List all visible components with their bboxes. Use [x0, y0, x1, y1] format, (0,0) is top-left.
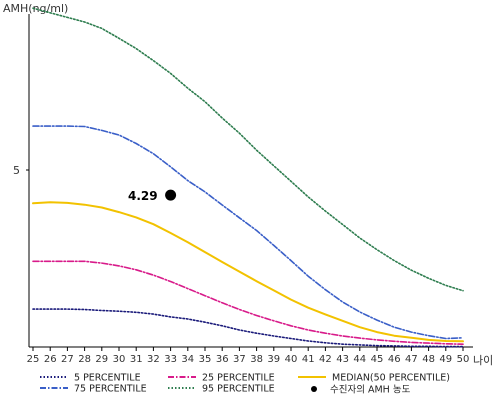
- x-tick-label: 31: [130, 354, 143, 365]
- x-tick-label: 29: [95, 354, 108, 365]
- x-tick-label: 33: [164, 354, 177, 365]
- x-tick-label: 32: [147, 354, 160, 365]
- x-tick-label: 40: [285, 354, 298, 365]
- y-tick-label: 5: [13, 164, 20, 177]
- x-axis-label: 나이: [473, 354, 493, 367]
- x-tick-label: 48: [422, 354, 435, 365]
- axes: AMH(ng/ml) 나이: [3, 2, 493, 367]
- x-tick-label: 45: [371, 354, 384, 365]
- x-tick-label: 37: [233, 354, 246, 365]
- legend-label: 25 PERCENTILE: [202, 373, 275, 384]
- series-line-95-percentile: [32, 7, 464, 292]
- x-ticks: 25 26 27 28 29 30 31 32 33 34 35 36 37 38 39 40 41 42 43 44…: [27, 347, 470, 365]
- x-tick-label: 44: [353, 354, 366, 365]
- x-tick-label: 34: [181, 354, 194, 365]
- y-axis-label: AMH(ng/ml): [3, 2, 68, 15]
- x-tick-label: 43: [336, 354, 349, 365]
- x-tick-label: 28: [78, 354, 91, 365]
- legend-label: 75 PERCENTILE: [74, 384, 147, 395]
- series-line-25-percentile: [32, 260, 464, 346]
- x-tick-label: 38: [250, 354, 263, 365]
- x-tick-label: 30: [113, 354, 126, 365]
- legend-label: 5 PERCENTILE: [74, 373, 141, 384]
- x-tick-label: 47: [405, 354, 418, 365]
- series-lines: [32, 7, 464, 348]
- legend-label: 95 PERCENTILE: [202, 384, 275, 395]
- x-tick-label: 42: [319, 354, 332, 365]
- patient-amh-value-label: 4.29: [128, 189, 158, 203]
- legend-point-marker: [311, 386, 317, 392]
- x-tick-label: 36: [216, 354, 229, 365]
- x-tick-label: 26: [44, 354, 57, 365]
- series-line-median-50-percentile: [32, 201, 464, 343]
- x-tick-label: 39: [267, 354, 280, 365]
- series-line-5-percentile: [32, 308, 464, 348]
- legend: 5 PERCENTILE 25 PERCENTILE MEDIAN(50 PERCE…: [40, 373, 450, 396]
- x-tick-label: 49: [439, 354, 452, 365]
- x-tick-label: 35: [199, 354, 212, 365]
- points: 4.29: [128, 189, 177, 203]
- x-tick-label: 25: [27, 354, 40, 365]
- patient-amh-point: [165, 189, 177, 201]
- y-ticks: 510: [13, 164, 29, 177]
- x-tick-label: 50: [457, 354, 470, 365]
- series-line-75-percentile: [32, 125, 464, 340]
- x-tick-label: 46: [388, 354, 401, 365]
- legend-label: MEDIAN(50 PERCENTILE): [332, 373, 450, 384]
- x-tick-label: 27: [61, 354, 74, 365]
- legend-label: 수진자의 AMH 농도: [330, 385, 411, 396]
- x-tick-label: 41: [302, 354, 315, 365]
